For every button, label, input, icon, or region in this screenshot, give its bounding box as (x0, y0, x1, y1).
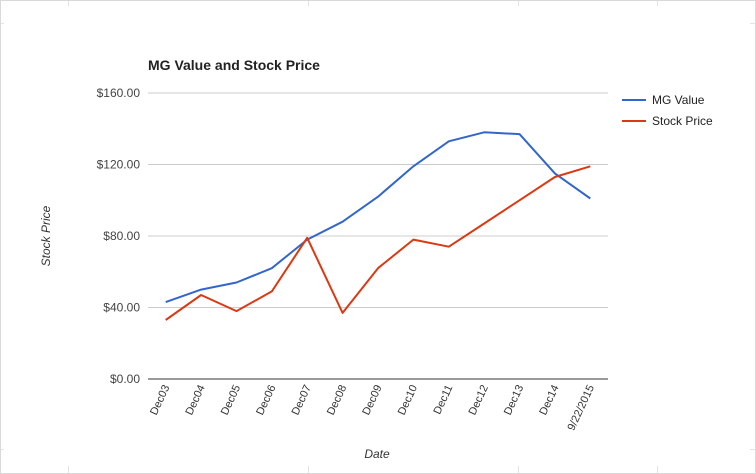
y-axis-ticks: $0.00 $40.00 $80.00 $120.00 $160.00 (97, 86, 141, 386)
series-line-stock-price[interactable] (165, 165, 591, 321)
x-tick-label: Dec08 (325, 383, 349, 417)
x-tick-label: Dec14 (537, 383, 561, 417)
x-tick-label: Dec10 (396, 383, 420, 417)
legend: MG Value Stock Price (622, 93, 713, 128)
legend-label: MG Value (652, 93, 705, 107)
x-axis-label: Date (364, 447, 390, 461)
y-tick-label: $80.00 (103, 229, 140, 243)
x-tick-label: Dec09 (360, 383, 384, 417)
y-tick-label: $0.00 (110, 372, 140, 386)
y-tick-label: $160.00 (97, 86, 141, 100)
x-tick-label: Dec07 (290, 383, 314, 417)
y-tick-label: $120.00 (97, 158, 141, 172)
line-chart: MG Value and Stock Price $0.00 $40.00 $80.… (39, 57, 713, 461)
x-axis-ticks: Dec03 Dec04 Dec05 Dec06 Dec07 Dec08 Dec09 Dec10… (148, 383, 597, 432)
x-tick-label: Dec13 (502, 383, 526, 417)
x-tick-label: Dec06 (254, 383, 278, 417)
chart-container[interactable]: MG Value and Stock Price $0.00 $40.00 $80.… (4, 6, 750, 466)
x-tick-label: Dec03 (148, 383, 172, 417)
chart-title: MG Value and Stock Price (148, 57, 320, 73)
x-tick-label: Dec12 (467, 383, 491, 417)
series-lines (165, 131, 591, 321)
x-tick-label: Dec05 (219, 383, 243, 417)
gridlines (148, 92, 608, 380)
series-line-mg-value[interactable] (165, 131, 591, 304)
x-tick-label: 9/22/2015 (565, 383, 597, 432)
x-tick-label: Dec04 (183, 383, 207, 417)
x-tick-label: Dec11 (432, 383, 456, 416)
legend-label: Stock Price (652, 114, 713, 128)
y-tick-label: $40.00 (103, 301, 140, 315)
y-axis-label: Stock Price (39, 205, 53, 266)
